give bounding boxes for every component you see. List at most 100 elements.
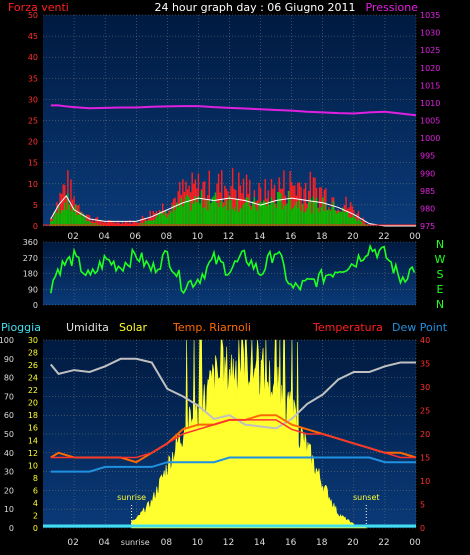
- x-tick-label: 22: [378, 232, 389, 242]
- rain-tick: 4: [33, 499, 38, 508]
- temp-tick: 20: [420, 430, 430, 439]
- y-right-tick: 980: [420, 204, 435, 213]
- x-tick-label: 14: [254, 232, 266, 242]
- y-left-tick: 10: [28, 180, 38, 189]
- humidity-line: [50, 357, 416, 430]
- legend-dew-point: Dew Point: [392, 321, 448, 334]
- bottom-x-tick: 18: [316, 538, 328, 548]
- temp-tick: 15: [420, 454, 430, 463]
- pressure-line: [50, 104, 417, 117]
- sunrise-label: sunrise: [117, 493, 146, 502]
- bottom-x-tick: 22: [378, 538, 389, 548]
- sunset-label: sunset: [353, 493, 380, 502]
- temp-tick: 5: [420, 501, 425, 510]
- humidity-tick: 70: [4, 392, 14, 401]
- y-right-tick: 975: [420, 222, 435, 231]
- y-left-tick: 25: [28, 117, 38, 126]
- temp-tick: 30: [420, 383, 430, 392]
- rain-tick: 8: [33, 474, 38, 483]
- direction-tick: 270: [23, 254, 38, 263]
- header-left: Forza venti: [8, 1, 69, 14]
- direction-line: [49, 243, 416, 295]
- humidity-tick: 30: [4, 468, 14, 477]
- legend-temperatura: Temperatura: [312, 321, 383, 334]
- x-tick-label: 04: [98, 232, 110, 242]
- humidity-tick: 90: [4, 355, 14, 364]
- humidity-tick: 80: [4, 374, 14, 383]
- y-right-tick: 1035: [420, 11, 440, 20]
- y-right-tick: 1025: [420, 46, 440, 55]
- humidity-tick: 40: [4, 449, 14, 458]
- temp-tick: 10: [420, 477, 430, 486]
- rain-tick: 0: [33, 524, 38, 533]
- legend-pioggia: Pioggia: [1, 321, 41, 334]
- y-left-tick: 0: [33, 222, 38, 231]
- y-right-tick: 1015: [420, 81, 440, 90]
- compass-label: E: [437, 283, 444, 296]
- chart-marks: [43, 104, 417, 529]
- y-right-tick: 1005: [420, 117, 440, 126]
- x-tick-label: 10: [192, 232, 204, 242]
- bottom-x-tick: 16: [285, 538, 297, 548]
- direction-tick: 180: [23, 270, 38, 279]
- y-left-tick: 20: [28, 138, 38, 147]
- rain-tick: 22: [28, 386, 38, 395]
- rain-tick: 30: [28, 336, 38, 345]
- temp-tick: 40: [420, 336, 430, 345]
- x-tick-label: 18: [316, 232, 328, 242]
- rain-tick: 26: [28, 361, 38, 370]
- humidity-tick: 10: [4, 505, 14, 514]
- y-right-tick: 1000: [420, 134, 440, 143]
- rain-tick: 16: [28, 424, 38, 433]
- rain-tick: 2: [33, 511, 38, 520]
- gust-line: [50, 194, 416, 227]
- direction-tick: 90: [28, 285, 38, 294]
- chart-title: 24 hour graph day : 06 Giugno 2011: [154, 1, 355, 14]
- bottom-x-tick: 10: [192, 538, 204, 548]
- x-tick-label: 08: [161, 232, 173, 242]
- y-right-tick: 995: [420, 152, 435, 161]
- y-left-tick: 50: [28, 11, 38, 20]
- direction-tick: 360: [23, 238, 38, 247]
- compass-label: N: [436, 298, 444, 311]
- bottom-x-tick: 08: [161, 538, 173, 548]
- y-left-tick: 30: [28, 95, 38, 104]
- y-right-tick: 1030: [420, 29, 440, 38]
- y-left-tick: 35: [28, 74, 38, 83]
- humidity-tick: 0: [9, 524, 14, 533]
- x-tick-label: 12: [223, 232, 234, 242]
- humidity-tick: 20: [4, 486, 14, 495]
- rain-tick: 10: [28, 461, 38, 470]
- rain-tick: 12: [28, 449, 38, 458]
- x-tick-label: 00: [409, 232, 421, 242]
- x-tick-label: 20: [347, 232, 359, 242]
- temperature-line: [50, 419, 416, 459]
- humidity-tick: 100: [0, 336, 14, 345]
- rain-tick: 18: [28, 411, 38, 420]
- dew-point-line: [50, 456, 416, 473]
- temp-tick: 35: [420, 360, 430, 369]
- y-right-tick: 985: [420, 187, 435, 196]
- legend-umidita: Umidita: [66, 321, 109, 334]
- humidity-tick: 50: [4, 430, 14, 439]
- y-left-tick: 15: [28, 159, 38, 168]
- compass-label: N: [436, 238, 444, 251]
- header-right: Pressione: [366, 1, 419, 14]
- temp-tick: 0: [420, 524, 425, 533]
- bottom-x-tick: 00: [409, 538, 421, 548]
- x-tick-label: 02: [67, 232, 78, 242]
- bottom-x-tick: 20: [347, 538, 359, 548]
- bottom-x-tick: sunrise: [121, 538, 150, 547]
- rain-tick: 6: [33, 486, 38, 495]
- y-left-tick: 45: [28, 32, 38, 41]
- bottom-x-tick: 02: [67, 538, 78, 548]
- compass-label: S: [437, 268, 444, 281]
- bottom-x-tick: 04: [98, 538, 110, 548]
- y-left-tick: 5: [33, 201, 38, 210]
- humidity-tick: 60: [4, 411, 14, 420]
- rain-tick: 24: [28, 374, 38, 383]
- y-left-tick: 40: [28, 53, 38, 62]
- x-tick-label: 06: [130, 232, 142, 242]
- legend-solar: Solar: [119, 321, 148, 334]
